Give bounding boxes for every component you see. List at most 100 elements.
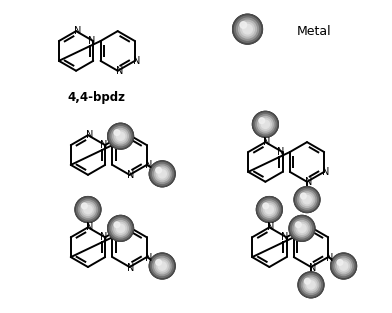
Circle shape [258, 198, 281, 221]
Text: N: N [305, 177, 312, 187]
Circle shape [331, 253, 356, 279]
Circle shape [337, 259, 343, 265]
Circle shape [298, 272, 324, 298]
Circle shape [75, 197, 101, 223]
Circle shape [260, 200, 279, 219]
Circle shape [82, 203, 94, 215]
Circle shape [156, 168, 168, 180]
Circle shape [252, 111, 278, 137]
Circle shape [331, 253, 356, 279]
Circle shape [289, 215, 315, 241]
Circle shape [290, 217, 313, 240]
Text: N: N [267, 222, 274, 232]
Circle shape [239, 20, 256, 38]
Circle shape [294, 187, 320, 213]
Circle shape [305, 279, 317, 291]
Text: N: N [88, 36, 95, 45]
Circle shape [108, 123, 133, 149]
Circle shape [294, 221, 310, 236]
Circle shape [149, 253, 175, 279]
Circle shape [158, 170, 166, 178]
Text: N: N [133, 56, 141, 66]
Circle shape [113, 128, 128, 144]
Circle shape [298, 190, 317, 209]
Circle shape [339, 262, 348, 270]
Circle shape [334, 256, 353, 275]
Circle shape [154, 166, 170, 182]
Circle shape [261, 202, 277, 217]
Circle shape [78, 200, 98, 219]
Circle shape [298, 224, 306, 233]
Circle shape [149, 161, 175, 187]
Text: N: N [145, 253, 152, 263]
Circle shape [243, 24, 252, 34]
Circle shape [114, 223, 127, 234]
Circle shape [298, 272, 324, 298]
Circle shape [261, 120, 270, 128]
Circle shape [82, 203, 87, 209]
Circle shape [116, 224, 125, 233]
Text: N: N [309, 263, 316, 273]
Circle shape [336, 258, 351, 274]
Text: N: N [327, 253, 334, 263]
Circle shape [111, 127, 130, 146]
Circle shape [241, 22, 254, 36]
Circle shape [84, 205, 92, 214]
Circle shape [299, 192, 315, 207]
Circle shape [154, 258, 170, 274]
Circle shape [307, 281, 315, 289]
Text: N: N [323, 167, 330, 177]
Text: N: N [100, 140, 107, 150]
Text: N: N [127, 263, 135, 273]
Circle shape [296, 223, 308, 234]
Circle shape [259, 118, 265, 124]
Circle shape [301, 193, 306, 199]
Circle shape [108, 123, 133, 149]
Circle shape [301, 275, 321, 295]
Circle shape [240, 22, 247, 28]
Circle shape [109, 125, 132, 147]
Circle shape [263, 203, 275, 215]
Circle shape [149, 253, 175, 279]
Circle shape [152, 256, 172, 275]
Circle shape [108, 215, 133, 241]
Circle shape [303, 196, 311, 204]
Circle shape [254, 113, 277, 136]
Circle shape [332, 255, 355, 277]
Circle shape [152, 164, 172, 183]
Text: N: N [281, 232, 289, 242]
Text: Metal: Metal [297, 25, 332, 38]
Circle shape [156, 259, 162, 265]
Circle shape [263, 203, 269, 209]
Text: N: N [145, 161, 152, 170]
Circle shape [156, 260, 168, 272]
Text: N: N [86, 130, 93, 140]
Circle shape [292, 219, 312, 238]
Circle shape [234, 16, 261, 42]
Circle shape [114, 130, 120, 136]
Circle shape [151, 162, 174, 185]
Circle shape [296, 188, 318, 211]
Circle shape [260, 118, 271, 130]
Text: N: N [100, 232, 107, 242]
Circle shape [114, 130, 127, 142]
Circle shape [233, 14, 262, 44]
Circle shape [296, 222, 301, 228]
Text: 4,4-bpdz: 4,4-bpdz [68, 91, 126, 104]
Circle shape [256, 197, 282, 223]
Circle shape [294, 187, 320, 213]
Circle shape [156, 167, 162, 173]
Text: N: N [116, 66, 123, 76]
Text: N: N [278, 146, 285, 156]
Text: N: N [86, 222, 93, 232]
Circle shape [113, 221, 128, 236]
Circle shape [338, 260, 350, 272]
Circle shape [289, 215, 315, 241]
Circle shape [258, 116, 273, 132]
Text: N: N [263, 137, 270, 146]
Circle shape [108, 215, 133, 241]
Circle shape [75, 197, 101, 223]
Circle shape [158, 262, 166, 270]
Circle shape [76, 198, 99, 221]
Circle shape [116, 132, 125, 140]
